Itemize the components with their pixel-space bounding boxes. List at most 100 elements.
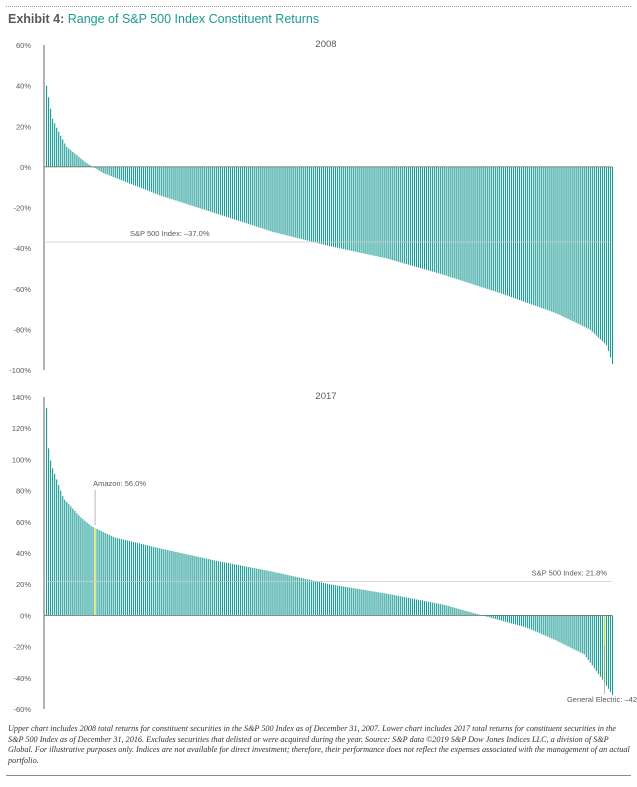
return-bar <box>185 554 187 616</box>
return-bar <box>357 588 359 616</box>
return-bar <box>466 166 468 283</box>
return-bar <box>601 615 603 680</box>
return-bar <box>120 166 122 181</box>
return-bar <box>397 595 399 616</box>
return-bar <box>547 166 549 311</box>
return-bar <box>98 166 100 171</box>
return-bar <box>90 525 92 616</box>
return-bar <box>246 566 248 616</box>
return-bar <box>221 166 223 216</box>
return-bar <box>217 166 219 215</box>
return-bar <box>138 166 141 188</box>
return-bar <box>371 166 373 256</box>
return-bar <box>106 166 108 175</box>
return-bar <box>250 166 252 225</box>
return-bar <box>126 540 128 616</box>
return-bar <box>601 166 603 342</box>
return-bar <box>379 592 381 616</box>
return-bar <box>66 146 68 167</box>
return-bar <box>355 588 357 616</box>
return-bar <box>573 166 575 322</box>
return-bar <box>233 166 236 220</box>
return-bar <box>397 166 399 262</box>
return-bar <box>314 581 316 616</box>
return-bar <box>516 615 519 626</box>
return-bar <box>345 586 347 616</box>
return-bar <box>464 166 466 282</box>
y-tick-label: -100% <box>9 366 31 375</box>
return-bar <box>308 166 310 242</box>
return-bar <box>470 612 472 616</box>
return-bar <box>539 615 541 634</box>
return-bar <box>328 584 331 616</box>
return-bar <box>385 166 387 259</box>
return-bar <box>502 615 504 622</box>
return-bar <box>583 166 585 327</box>
y-tick-label: 40% <box>16 549 31 558</box>
return-bar <box>545 615 547 636</box>
return-bar <box>474 613 476 616</box>
y-tick-label: -60% <box>13 285 31 294</box>
return-bar <box>225 562 228 616</box>
y-tick-label: 60% <box>16 518 31 527</box>
return-bar <box>442 166 444 275</box>
return-bar <box>335 166 337 248</box>
return-bar <box>438 603 440 616</box>
return-bar <box>595 615 597 672</box>
return-bar <box>223 562 225 616</box>
return-bar <box>80 158 82 167</box>
return-bar <box>181 553 183 616</box>
return-bar <box>458 608 460 616</box>
return-bar <box>462 610 464 616</box>
return-bar <box>458 166 460 280</box>
return-bar <box>294 576 296 616</box>
return-bar <box>90 165 92 167</box>
return-bar <box>379 166 381 257</box>
return-bar <box>494 166 496 292</box>
return-bar <box>488 166 490 290</box>
return-bar <box>512 615 515 624</box>
return-bar <box>377 592 379 616</box>
return-bar <box>555 615 557 641</box>
return-bar <box>240 166 242 222</box>
return-bar <box>383 166 385 258</box>
return-bar <box>199 166 201 209</box>
return-bar <box>280 573 282 616</box>
return-bar <box>312 580 314 616</box>
return-bar <box>541 166 543 309</box>
return-bar <box>282 573 284 616</box>
return-bar <box>290 575 292 616</box>
return-bar <box>426 166 428 270</box>
return-bar <box>533 166 535 306</box>
return-bar <box>405 597 407 616</box>
return-bar <box>110 535 112 616</box>
return-bar <box>195 556 197 616</box>
return-bar <box>523 615 525 627</box>
return-bar <box>605 615 608 686</box>
return-bar <box>300 166 302 239</box>
return-bar <box>132 541 135 616</box>
return-bar <box>197 556 199 616</box>
chart-2017: 140% 120% 100% 80% 60% 40% 20% 0% -20% -40% -60% 20… <box>12 391 637 714</box>
return-bar <box>411 598 413 616</box>
return-bar <box>559 615 561 643</box>
return-bar <box>203 166 205 210</box>
return-bar <box>496 166 498 293</box>
return-bar <box>545 166 547 310</box>
return-bar <box>434 166 436 273</box>
return-bar <box>100 166 102 172</box>
return-bar <box>199 557 201 616</box>
return-bar <box>575 166 577 323</box>
return-bar <box>365 590 367 616</box>
return-bar <box>262 166 264 229</box>
return-bar <box>134 542 137 616</box>
return-bar <box>102 531 104 616</box>
return-bar <box>565 615 567 646</box>
y-tick-label: -20% <box>13 204 31 213</box>
return-bar <box>248 166 250 225</box>
return-bar <box>296 577 298 616</box>
return-bar <box>559 166 561 316</box>
return-bar <box>464 610 466 616</box>
return-bar <box>585 166 587 328</box>
return-bar <box>165 166 167 198</box>
